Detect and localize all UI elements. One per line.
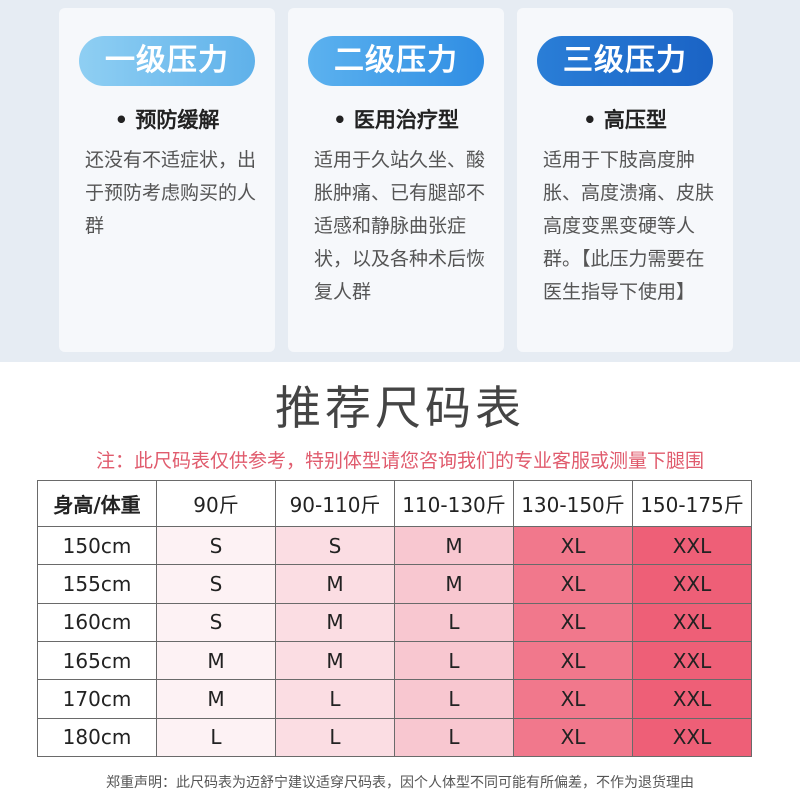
pressure-levels-section: 一级压力 • 预防缓解 还没有不适症状，出于预防考虑购买的人群 二级压力 • 医… <box>0 0 800 362</box>
header-cell: 110-130斤 <box>394 480 514 527</box>
height-cell: 160cm <box>37 602 157 642</box>
size-chart-table: 身高/体重 90斤 90-110斤 110-130斤 130-150斤 150-… <box>37 480 752 758</box>
size-cell: XL <box>513 679 633 719</box>
size-cell: M <box>394 525 514 566</box>
table-row: 170cm M L L XL XXL <box>37 679 752 719</box>
size-cell: XXL <box>632 717 752 758</box>
size-cell: XL <box>513 602 633 642</box>
header-cell: 身高/体重 <box>37 480 157 527</box>
size-cell: L <box>394 717 514 758</box>
size-cell: XL <box>513 640 633 681</box>
size-cell: M <box>275 640 395 681</box>
level-badge-1: 一级压力 <box>79 36 255 86</box>
height-cell: 165cm <box>37 640 157 681</box>
size-cell: L <box>275 717 395 758</box>
height-cell: 150cm <box>37 525 157 566</box>
height-cell: 155cm <box>37 564 157 604</box>
size-cell: XL <box>513 717 633 758</box>
level-badge-3: 三级压力 <box>537 36 713 86</box>
header-cell: 90斤 <box>156 480 276 527</box>
header-cell: 90-110斤 <box>275 480 395 527</box>
size-cell: M <box>275 602 395 642</box>
table-header-row: 身高/体重 90斤 90-110斤 110-130斤 130-150斤 150-… <box>37 480 752 527</box>
table-row: 155cm S M M XL XXL <box>37 564 752 604</box>
size-cell: L <box>394 679 514 719</box>
size-cell: S <box>275 525 395 566</box>
level-badge-2: 二级压力 <box>308 36 484 86</box>
size-chart-note: 注：此尺码表仅供参考，特别体型请您咨询我们的专业客服或测量下腿围 <box>95 450 704 472</box>
size-cell: S <box>156 602 276 642</box>
level-type-3: • 高压型 <box>583 108 667 132</box>
level-desc-2: 适用于久站久坐、酸胀肿痛、已有腿部不适感和静脉曲张症状，以及各种术后恢复人群 <box>314 149 486 303</box>
level-card-2: 二级压力 • 医用治疗型 适用于久站久坐、酸胀肿痛、已有腿部不适感和静脉曲张症状… <box>288 8 504 352</box>
size-cell: M <box>156 679 276 719</box>
height-cell: 180cm <box>37 717 157 758</box>
table-row: 165cm M M L XL XXL <box>37 640 752 681</box>
header-cell: 130-150斤 <box>513 480 633 527</box>
size-cell: L <box>275 679 395 719</box>
level-card-1: 一级压力 • 预防缓解 还没有不适症状，出于预防考虑购买的人群 <box>59 8 275 352</box>
level-type-1: • 预防缓解 <box>114 108 220 132</box>
size-cell: XXL <box>632 602 752 642</box>
table-row: 160cm S M L XL XXL <box>37 602 752 642</box>
size-cell: XXL <box>632 640 752 681</box>
size-cell: XXL <box>632 679 752 719</box>
size-cell: XXL <box>632 564 752 604</box>
size-cell: XXL <box>632 525 752 566</box>
disclaimer: 郑重声明：此尺码表为迈舒宁建议适穿尺码表，因个人体型不同可能有所偏差，不作为退货… <box>106 775 694 791</box>
size-cell: S <box>156 525 276 566</box>
size-cell: XL <box>513 525 633 566</box>
size-cell: S <box>156 564 276 604</box>
header-cell: 150-175斤 <box>632 480 752 527</box>
level-card-3: 三级压力 • 高压型 适用于下肢高度肿胀、高度溃痛、皮肤高度变黑变硬等人群。【此… <box>517 8 733 352</box>
level-type-2: • 医用治疗型 <box>333 108 459 132</box>
table-row: 180cm L L L XL XXL <box>37 717 752 758</box>
size-cell: M <box>156 640 276 681</box>
table-row: 150cm S S M XL XXL <box>37 525 752 566</box>
height-cell: 170cm <box>37 679 157 719</box>
size-cell: L <box>394 602 514 642</box>
size-chart-title: 推荐尺码表 <box>275 381 525 435</box>
level-desc-1: 还没有不适症状，出于预防考虑购买的人群 <box>85 149 257 237</box>
size-cell: L <box>156 717 276 758</box>
size-cell: XL <box>513 564 633 604</box>
level-desc-3: 适用于下肢高度肿胀、高度溃痛、皮肤高度变黑变硬等人群。【此压力需要在医生指导下使… <box>543 149 715 303</box>
size-cell: L <box>394 640 514 681</box>
size-cell: M <box>275 564 395 604</box>
size-cell: M <box>394 564 514 604</box>
